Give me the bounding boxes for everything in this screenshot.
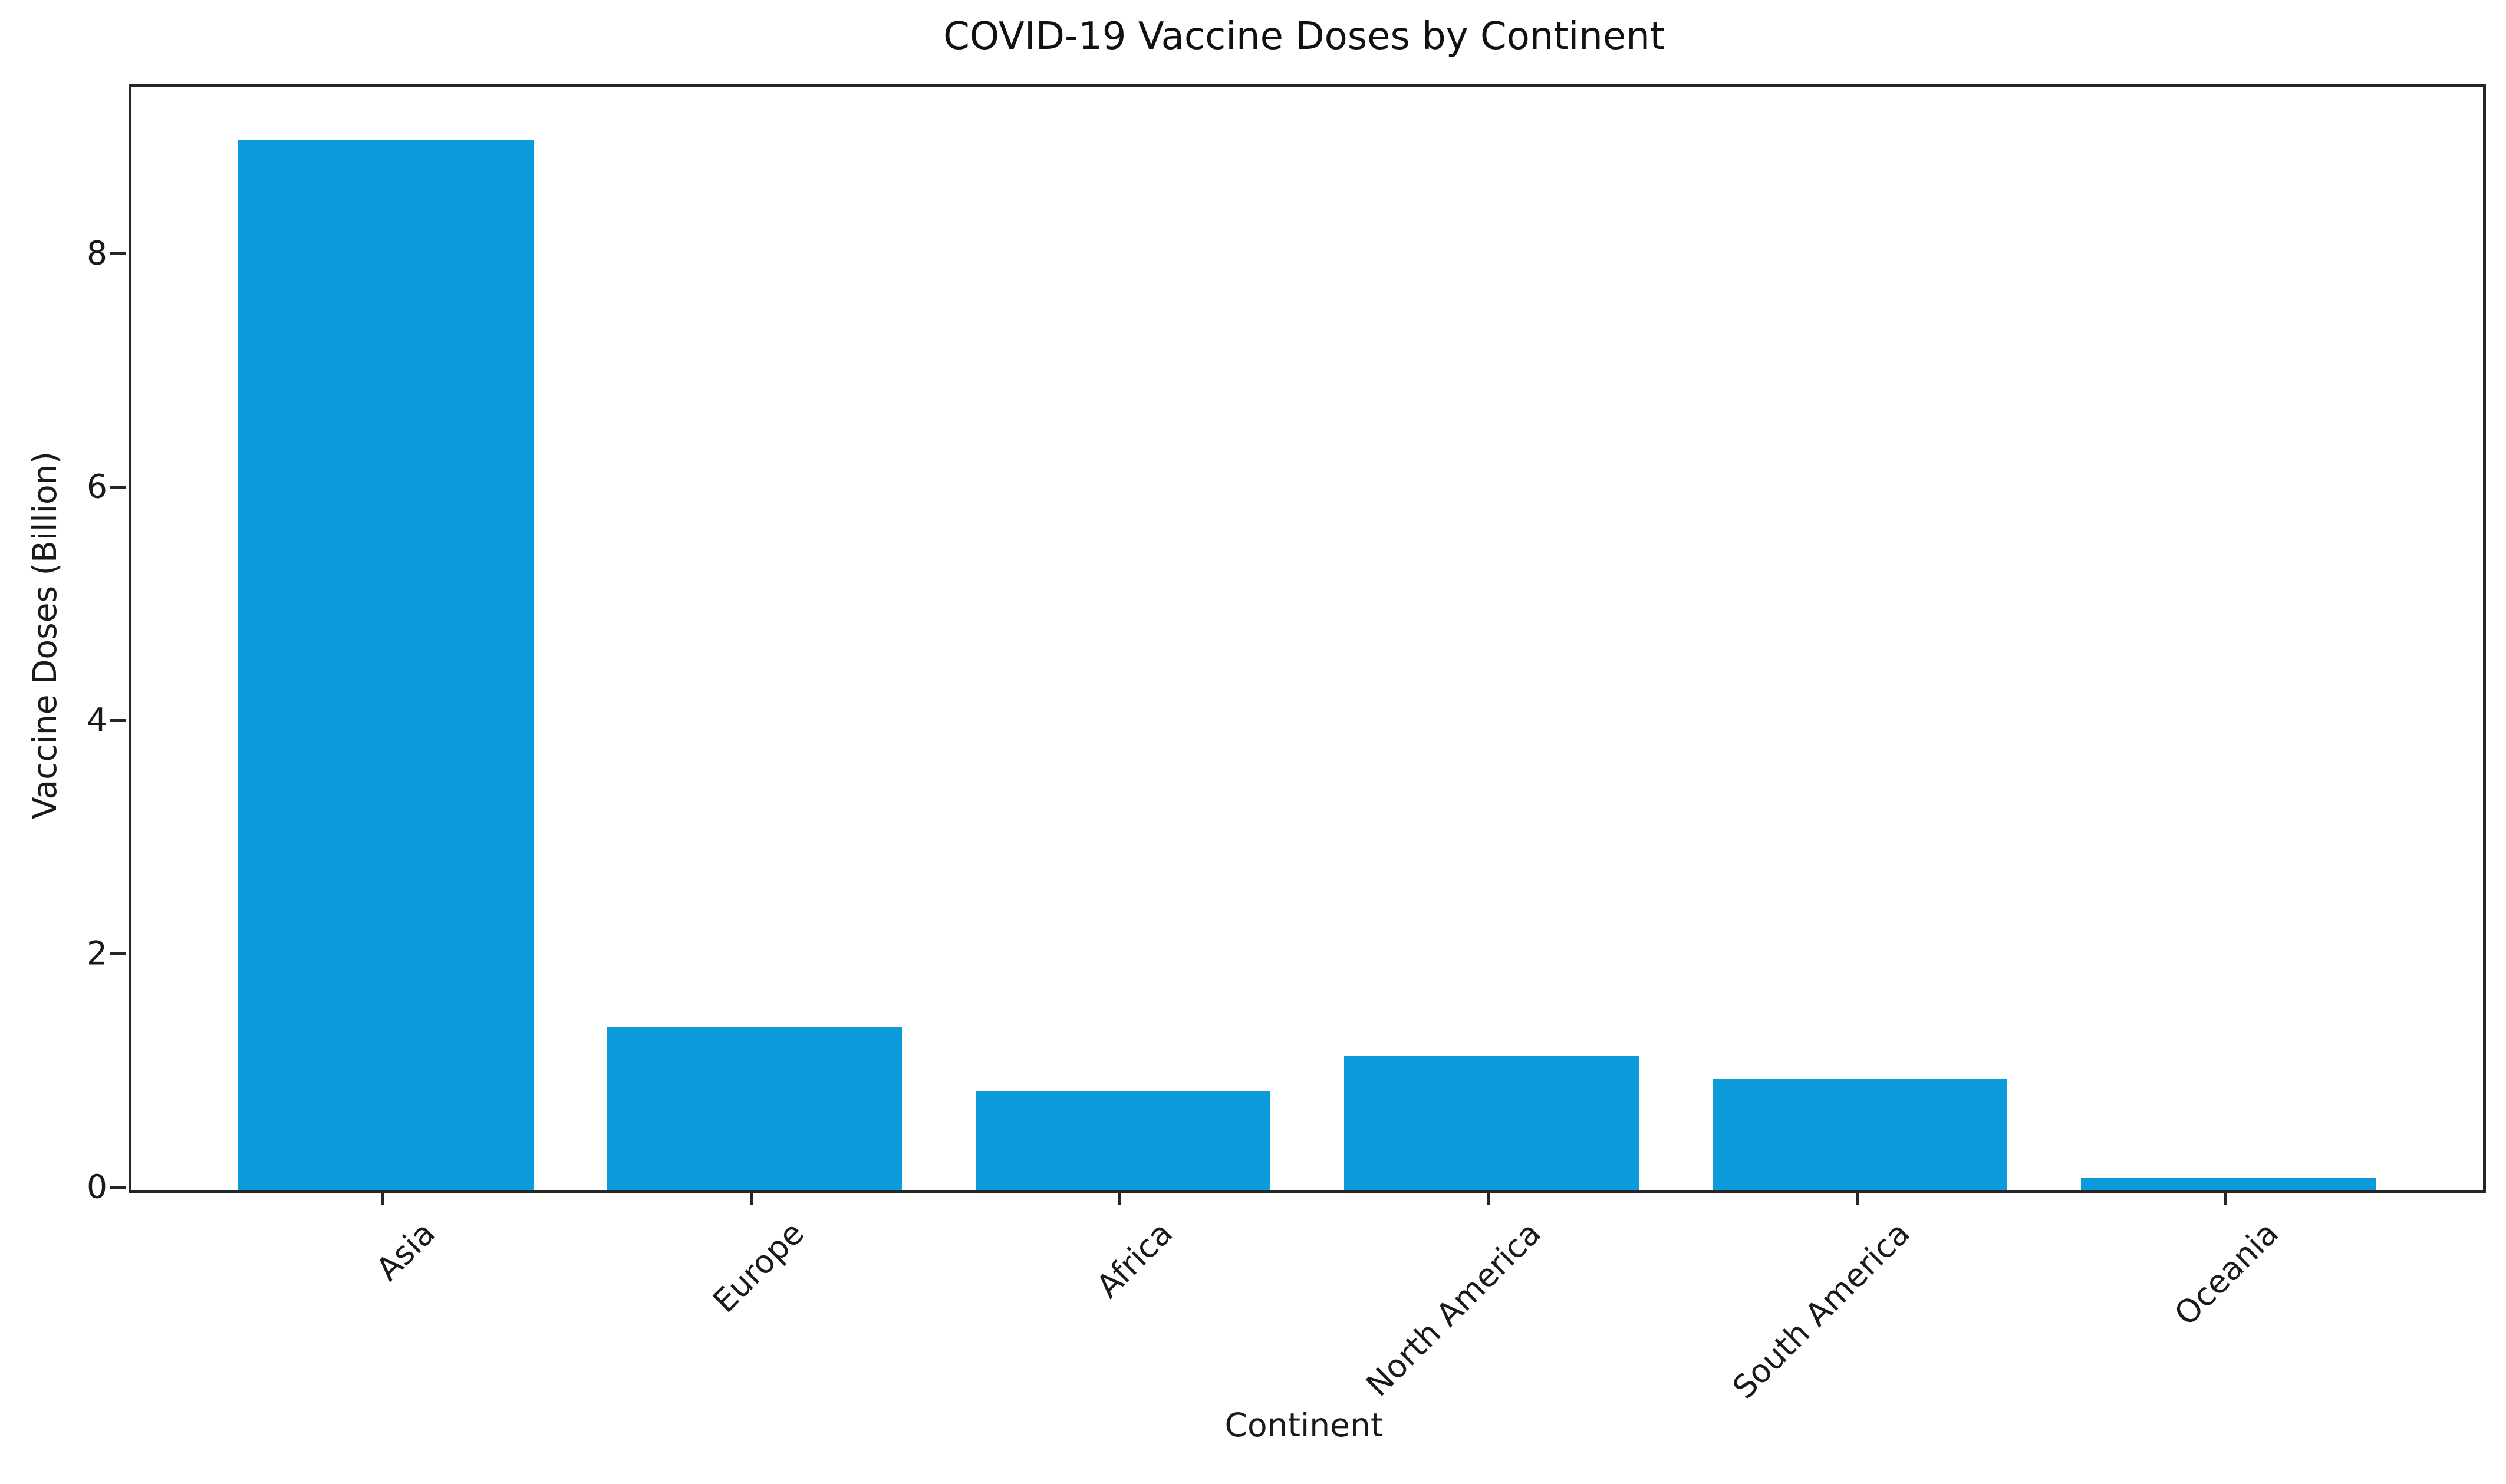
x-tick-label: Asia: [368, 1214, 443, 1288]
y-tick-mark: [110, 718, 126, 722]
x-tick-label: South America: [1725, 1214, 1917, 1406]
x-tick-label: North America: [1359, 1214, 1549, 1404]
x-tick-mark: [1118, 1190, 1122, 1205]
bar-oceania: [2081, 1178, 2376, 1190]
x-axis-label: Continent: [1224, 1406, 1384, 1444]
y-tick-label: 4: [87, 701, 107, 739]
y-tick-mark: [110, 252, 126, 255]
y-tick-mark: [110, 485, 126, 489]
x-tick-mark: [1855, 1190, 1859, 1205]
bar-africa: [975, 1090, 1270, 1190]
x-tick-mark: [2224, 1190, 2228, 1205]
x-tick-mark: [381, 1190, 384, 1205]
x-tick-label: Europe: [705, 1214, 811, 1320]
y-tick-label: 8: [87, 234, 107, 272]
y-axis-label: Vaccine Doses (Billion): [25, 451, 64, 819]
x-tick-mark: [1487, 1190, 1490, 1205]
bar-europe: [607, 1026, 902, 1190]
y-tick-label: 2: [87, 934, 107, 972]
y-tick-mark: [110, 1185, 126, 1189]
y-tick-mark: [110, 952, 126, 955]
x-tick-label: Africa: [1089, 1214, 1180, 1305]
x-tick-mark: [750, 1190, 753, 1205]
plot-area: [129, 84, 2486, 1193]
y-tick-label: 0: [87, 1168, 107, 1206]
bar-north-america: [1344, 1056, 1639, 1190]
chart-title: COVID-19 Vaccine Doses by Continent: [943, 15, 1665, 58]
y-tick-label: 6: [87, 467, 107, 506]
x-tick-label: Oceania: [2167, 1214, 2286, 1333]
bar-asia: [238, 140, 534, 1190]
bar-south-america: [1713, 1079, 2008, 1190]
